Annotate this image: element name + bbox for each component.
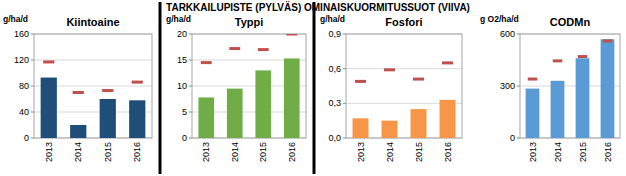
dash-marker bbox=[43, 60, 54, 63]
panel: g/ha/d Typpi 0 5 10 15 20 2013 2014 2015 2016 bbox=[166, 14, 306, 162]
bar bbox=[576, 58, 590, 138]
dash-marker bbox=[413, 78, 424, 81]
panel-title: Fosfori bbox=[385, 16, 422, 28]
tick-label: 40 bbox=[19, 107, 29, 117]
dash-marker bbox=[528, 78, 538, 81]
dash-marker bbox=[384, 68, 395, 71]
bar bbox=[353, 118, 369, 138]
bar bbox=[382, 121, 398, 138]
dash-marker bbox=[286, 34, 297, 36]
tick-label: 20 bbox=[177, 29, 187, 39]
marks bbox=[353, 61, 456, 138]
background bbox=[0, 0, 626, 176]
tick-label: 0 bbox=[510, 133, 515, 143]
category-label: 2015 bbox=[578, 142, 588, 162]
bar bbox=[198, 97, 214, 138]
dash-marker bbox=[553, 59, 563, 62]
bar bbox=[601, 39, 615, 138]
category-label: 2016 bbox=[132, 142, 142, 162]
dash-marker bbox=[132, 81, 143, 84]
dash-marker bbox=[355, 80, 366, 83]
dash-marker bbox=[578, 55, 588, 58]
tick-label: 120 bbox=[14, 55, 29, 65]
plot-frame bbox=[520, 34, 620, 138]
bar bbox=[41, 78, 57, 138]
tick-label: 0 bbox=[24, 133, 29, 143]
bar bbox=[129, 100, 145, 138]
tick-label: 0,6 bbox=[328, 64, 341, 74]
category-label: 2014 bbox=[230, 142, 240, 162]
bar bbox=[70, 125, 86, 138]
category-label: 2016 bbox=[443, 142, 453, 162]
category-label: 2016 bbox=[287, 142, 297, 162]
dash-marker bbox=[258, 48, 269, 51]
separator bbox=[313, 2, 316, 174]
axis-label: g/ha/d bbox=[166, 14, 191, 24]
dash-marker bbox=[442, 61, 453, 64]
category-label: 2013 bbox=[356, 142, 366, 162]
bar bbox=[100, 99, 116, 138]
category-label: 2015 bbox=[414, 142, 424, 162]
panel-title: Kiintoaine bbox=[66, 16, 119, 28]
panel: g/ha/d Kiintoaine 0 40 80 120 160 2013 2014 2015 2… bbox=[3, 14, 152, 162]
tick-label: 5 bbox=[182, 107, 187, 117]
axis-label: g/ha/d bbox=[3, 14, 28, 24]
category-label: 2015 bbox=[258, 142, 268, 162]
bar bbox=[284, 58, 300, 138]
bar bbox=[411, 109, 427, 138]
category-label: 2013 bbox=[528, 142, 538, 162]
tick-label: 600 bbox=[500, 29, 515, 39]
category-label: 2016 bbox=[603, 142, 613, 162]
bar bbox=[526, 89, 540, 138]
panel: g/ha/d Fosfori 0,0 0,3 0,6 0,9 2013 2014 2015 201… bbox=[320, 14, 462, 162]
axis-label: g/ha/d bbox=[320, 14, 345, 24]
dash-marker bbox=[73, 91, 84, 94]
marks bbox=[526, 39, 615, 138]
plot-frame bbox=[34, 34, 152, 138]
grid-line bbox=[34, 60, 152, 61]
tick-label: 10 bbox=[177, 81, 187, 91]
category-label: 2013 bbox=[201, 142, 211, 162]
dash-marker bbox=[201, 61, 212, 64]
tick-label: 160 bbox=[14, 29, 29, 39]
main-title: TARKKAILUPISTE (PYLVÄS) OMINAISKUORMITUS… bbox=[166, 1, 470, 13]
tick-label: 15 bbox=[177, 55, 187, 65]
marks bbox=[198, 34, 299, 138]
tick-label: 0,9 bbox=[328, 29, 341, 39]
panel-title: CODMn bbox=[550, 16, 591, 28]
tick-label: 0,0 bbox=[328, 133, 341, 143]
grid-line bbox=[346, 68, 462, 69]
category-label: 2013 bbox=[44, 142, 54, 162]
bar bbox=[227, 89, 243, 138]
dash-marker bbox=[102, 89, 113, 92]
dash-marker bbox=[229, 47, 240, 50]
panel: g O2/ha/d CODMn 0 300 600 2013 2014 2015 2016 bbox=[480, 14, 620, 162]
axis-label: g O2/ha/d bbox=[480, 14, 519, 24]
tick-label: 0 bbox=[182, 133, 187, 143]
panel-title: Typpi bbox=[235, 16, 264, 28]
tick-label: 0,3 bbox=[328, 98, 341, 108]
separator bbox=[159, 2, 162, 174]
bar bbox=[255, 70, 271, 138]
bar bbox=[440, 100, 456, 138]
category-label: 2015 bbox=[103, 142, 113, 162]
category-label: 2014 bbox=[73, 142, 83, 162]
tick-label: 300 bbox=[500, 81, 515, 91]
dash-marker bbox=[603, 39, 613, 42]
tick-label: 80 bbox=[19, 81, 29, 91]
category-label: 2014 bbox=[385, 142, 395, 162]
chart-root: TARKKAILUPISTE (PYLVÄS) OMINAISKUORMITUS… bbox=[0, 0, 626, 176]
category-label: 2014 bbox=[553, 142, 563, 162]
bar bbox=[551, 81, 565, 138]
marks bbox=[41, 60, 146, 138]
plot-frame bbox=[192, 34, 306, 138]
plot-frame bbox=[346, 34, 462, 138]
